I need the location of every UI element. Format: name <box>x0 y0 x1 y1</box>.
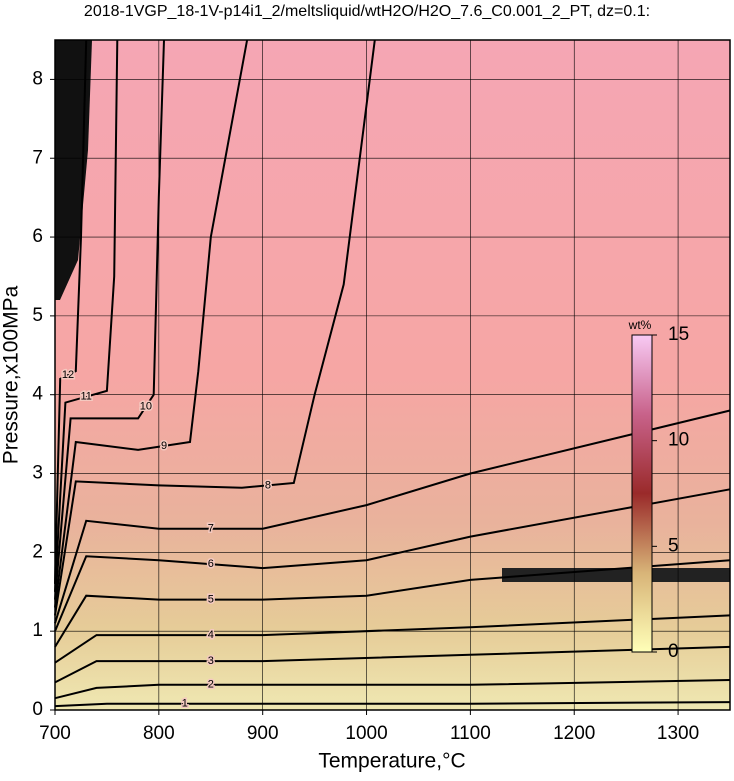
contour-label: 7 <box>208 523 214 535</box>
contour-line <box>54 39 165 600</box>
contour-label: 1 <box>182 698 188 710</box>
x-tick-label: 700 <box>39 723 71 744</box>
x-tick-label: 800 <box>143 723 175 744</box>
colorbar-tick-label: 0 <box>668 641 679 662</box>
x-tick-label: 1100 <box>450 723 491 744</box>
contour-line <box>54 39 88 584</box>
dense-contour-region <box>55 40 92 300</box>
y-tick-label: 7 <box>32 147 43 168</box>
contour-label: 9 <box>161 440 167 452</box>
colorbar-tick-label: 10 <box>668 430 689 451</box>
contour-label: 5 <box>208 594 214 606</box>
contour-line <box>54 679 731 700</box>
y-tick-label: 2 <box>32 541 43 562</box>
plot-background <box>55 40 730 710</box>
contour-label: 11 <box>80 391 91 403</box>
contour-line <box>54 39 249 608</box>
y-tick-label: 8 <box>32 68 43 89</box>
colorbar <box>631 334 653 653</box>
x-axis-label: Temperature,°C <box>318 750 465 773</box>
contour-line <box>54 701 731 708</box>
contour-label: 10 <box>140 400 152 412</box>
colorbar-tick-label: 5 <box>668 535 679 556</box>
colorbar-label: wt% <box>628 318 652 332</box>
contour-label: 2 <box>208 679 214 691</box>
x-tick-label: 1000 <box>345 723 387 744</box>
contour-line <box>54 614 731 664</box>
colorbar-tick-label: 15 <box>668 324 689 345</box>
contour-line <box>54 39 376 616</box>
x-tick-label: 1300 <box>657 723 699 744</box>
contour-label: 4 <box>208 629 214 641</box>
y-tick-label: 1 <box>32 620 43 641</box>
contour-line <box>54 645 731 684</box>
contour-line <box>54 39 119 592</box>
contour-label: 8 <box>265 479 271 491</box>
chart-title: 2018-1VGP_18-1V-p14i1_2/meltsliquid/wtH2… <box>84 3 650 20</box>
contour-label: 12 <box>62 369 74 381</box>
y-axis-label: Pressure,x100MPa <box>0 285 23 464</box>
y-tick-label: 6 <box>32 226 43 247</box>
contour-line <box>54 488 731 632</box>
dense-contour-band <box>502 568 730 582</box>
contour-label: 3 <box>208 655 214 667</box>
x-tick-label: 900 <box>247 723 279 744</box>
plot-frame <box>54 39 731 711</box>
y-tick-label: 5 <box>32 305 43 326</box>
y-tick-label: 0 <box>32 699 43 720</box>
y-tick-label: 3 <box>32 463 43 484</box>
y-tick-label: 4 <box>32 384 43 405</box>
contour-label: 6 <box>208 558 214 570</box>
contour-line <box>54 409 731 624</box>
contour-line <box>54 559 731 648</box>
x-tick-label: 1200 <box>553 723 595 744</box>
